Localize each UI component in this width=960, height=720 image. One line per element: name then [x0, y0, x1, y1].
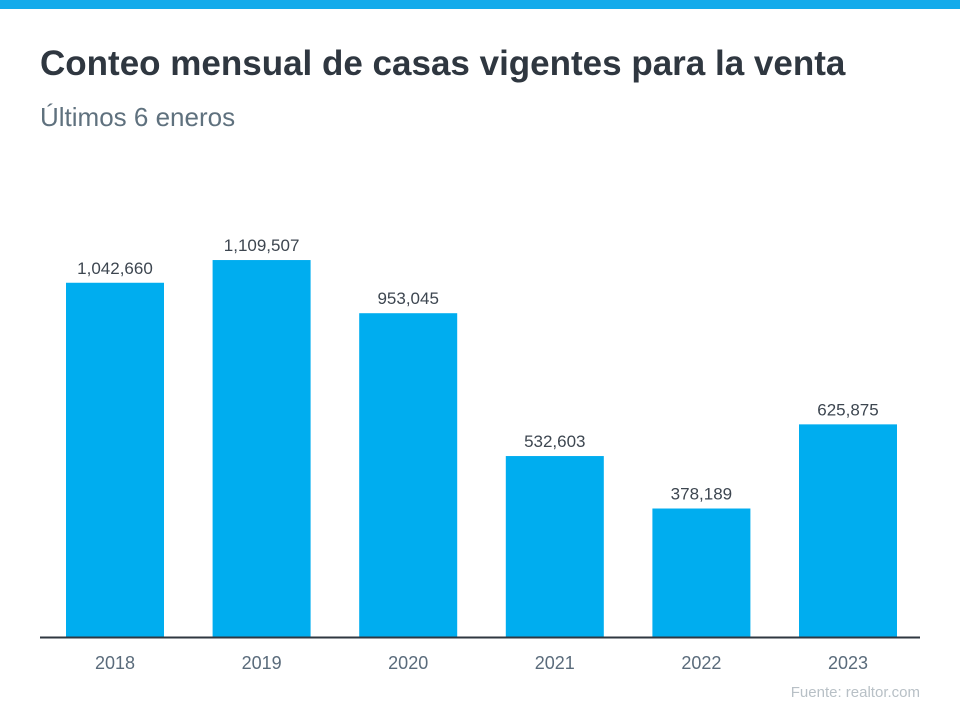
- x-tick-label: 2023: [828, 653, 868, 673]
- x-tick-label: 2021: [535, 653, 575, 673]
- data-label: 532,603: [524, 432, 585, 451]
- bar-2018: [66, 282, 164, 637]
- data-label: 625,875: [817, 400, 878, 419]
- x-tick-label: 2020: [388, 653, 428, 673]
- bar-2019: [212, 260, 311, 637]
- chart-subtitle: Últimos 6 eneros: [40, 102, 236, 132]
- source-note: Fuente: realtor.com: [790, 684, 920, 701]
- x-tick-label: 2022: [681, 653, 721, 673]
- top-accent-bar: [0, 0, 960, 9]
- data-label: 953,045: [377, 289, 438, 308]
- data-label: 1,042,660: [77, 259, 153, 278]
- x-tick-label: 2019: [242, 653, 282, 673]
- data-label: 1,109,507: [224, 236, 300, 255]
- bar-2022: [652, 508, 751, 637]
- x-tick-label: 2018: [95, 653, 135, 673]
- bar-2021: [505, 456, 604, 637]
- data-label: 378,189: [671, 485, 732, 504]
- bar-2020: [359, 313, 458, 637]
- bar-2023: [799, 424, 897, 637]
- chart-title: Conteo mensual de casas vigentes para la…: [40, 44, 846, 83]
